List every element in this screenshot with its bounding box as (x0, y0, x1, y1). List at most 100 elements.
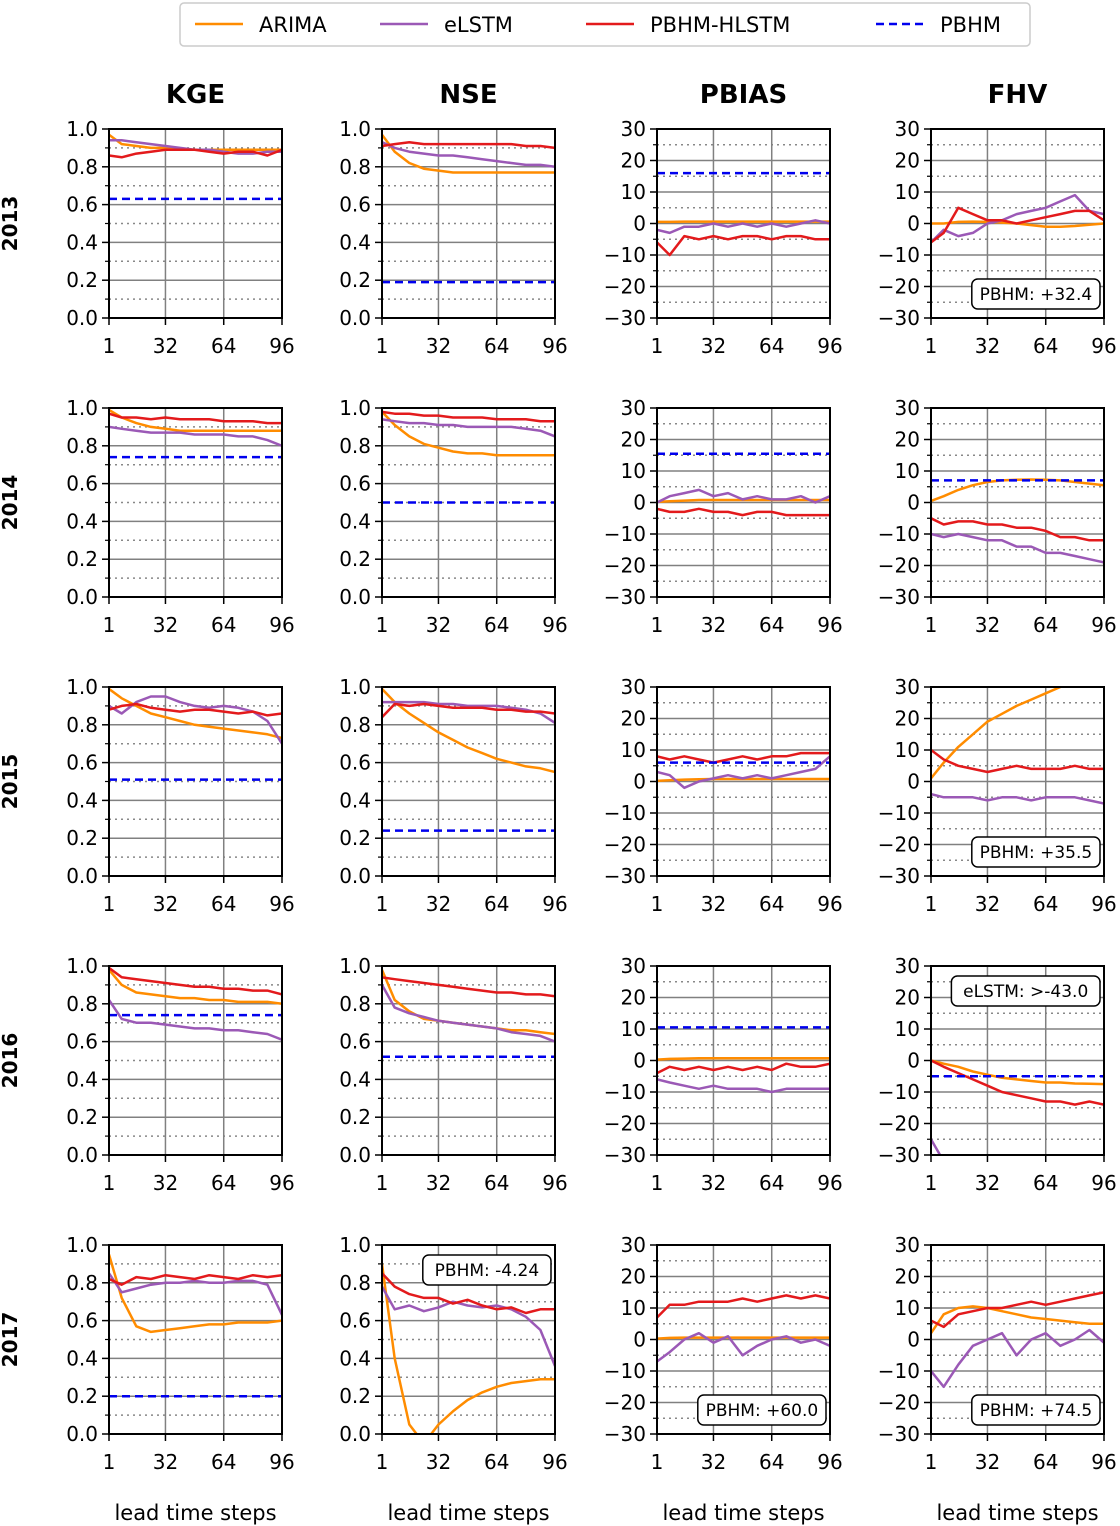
y-tick-label: 0.6 (339, 751, 371, 775)
x-tick-label: 1 (925, 1450, 938, 1474)
y-tick-label: −10 (878, 801, 920, 825)
x-tick-label: 64 (211, 613, 236, 637)
x-axis-label: lead time steps (662, 1501, 824, 1525)
x-tick-label: 32 (153, 892, 178, 916)
y-tick-label: 1.0 (66, 1233, 98, 1257)
x-axis-label: lead time steps (387, 1501, 549, 1525)
y-tick-label: −30 (604, 1143, 646, 1167)
y-tick-label: −10 (878, 1080, 920, 1104)
y-tick-label: 1.0 (66, 117, 98, 141)
x-tick-label: 1 (925, 613, 938, 637)
x-tick-label: 32 (426, 334, 451, 358)
row-label-2013: 2013 (0, 196, 22, 252)
y-tick-label: 10 (621, 738, 646, 762)
series-line-pbhm-hlstm (931, 1291, 1104, 1329)
x-tick-label: 96 (269, 1171, 294, 1195)
x-tick-label: 32 (426, 892, 451, 916)
series-line-pbhm-hlstm (382, 976, 555, 998)
y-tick-label: −20 (604, 1112, 646, 1136)
x-tick-label: 96 (542, 613, 567, 637)
x-tick-label: 64 (484, 892, 509, 916)
y-tick-label: 10 (621, 180, 646, 204)
y-tick-label: 0.4 (339, 509, 371, 533)
legend-label-pbhm-hlstm: PBHM-HLSTM (650, 13, 790, 37)
y-tick-label: 0.0 (339, 306, 371, 330)
x-tick-label: 1 (925, 892, 938, 916)
panel-kge-2015: 0.0 0.2 0.4 0.6 0.8 1.0 1 32 64 96 (66, 675, 295, 916)
series-line-pbhm-hlstm (382, 702, 555, 719)
y-tick-label: 0.8 (66, 713, 98, 737)
x-tick-label: 32 (426, 1450, 451, 1474)
series-group (109, 408, 282, 459)
x-tick-label: 64 (759, 613, 784, 637)
series-line-pbhm-hlstm (931, 748, 1104, 774)
y-tick-label: 20 (621, 1265, 646, 1289)
panel-kge-2014: 0.0 0.2 0.4 0.6 0.8 1.0 1 32 64 96 (66, 396, 295, 637)
series-line-pbhm-hlstm (931, 1059, 1104, 1106)
series-line-arima (382, 688, 555, 774)
series-line-pbhm-hlstm (657, 507, 830, 517)
series-group (931, 687, 1104, 805)
x-tick-label: 96 (1091, 1171, 1116, 1195)
y-tick-label: 30 (621, 675, 646, 699)
column-title-kge: KGE (166, 80, 225, 110)
y-tick-label: −20 (604, 833, 646, 857)
x-tick-label: 32 (153, 334, 178, 358)
annotation-box (422, 1254, 552, 1286)
series-line-arima (931, 687, 1064, 780)
annotation-box (971, 1394, 1101, 1426)
series-group (931, 193, 1104, 244)
y-tick-label: 0 (907, 1328, 920, 1352)
x-tick-label: 1 (376, 334, 389, 358)
y-tick-label: 10 (895, 1017, 920, 1041)
panel-nse-2016: 0.0 0.2 0.4 0.6 0.8 1.0 1 32 64 96 (339, 954, 568, 1195)
row-label-2017: 2017 (0, 1312, 22, 1368)
series-line-pbhm-hlstm (109, 702, 282, 717)
y-tick-label: −20 (604, 554, 646, 578)
x-tick-label: 96 (269, 892, 294, 916)
x-tick-label: 1 (376, 613, 389, 637)
series-group (657, 1294, 830, 1363)
y-tick-label: 0.4 (66, 230, 98, 254)
y-tick-label: 0.8 (339, 155, 371, 179)
series-line-pbhm-hlstm (382, 1272, 555, 1315)
series-group (657, 751, 830, 790)
y-tick-label: 0 (633, 1049, 646, 1073)
panel-pbias-2015: −30 −20 −10 0 10 20 30 1 32 64 96 (604, 675, 843, 916)
x-tick-label: 32 (975, 892, 1000, 916)
series-line-arima (109, 1254, 282, 1334)
series-group (931, 1059, 1104, 1155)
y-tick-label: 1.0 (66, 675, 98, 699)
series-line-arima (382, 1263, 555, 1434)
y-tick-label: 0.2 (66, 1105, 98, 1129)
y-tick-label: 20 (621, 149, 646, 173)
y-tick-label: −10 (604, 522, 646, 546)
annotation-text: PBHM: +74.5 (980, 1401, 1093, 1421)
y-tick-label: 0.6 (66, 1309, 98, 1333)
y-tick-label: −30 (604, 306, 646, 330)
series-line-arima (109, 408, 282, 432)
y-tick-label: 0.8 (66, 434, 98, 458)
panel-kge-2017: 0.0 0.2 0.4 0.6 0.8 1.0 1 32 64 96 lead time steps (66, 1233, 295, 1525)
series-line-arima (931, 478, 1104, 503)
y-tick-label: 30 (895, 954, 920, 978)
y-tick-label: 0.6 (339, 472, 371, 496)
x-tick-label: 1 (103, 334, 116, 358)
series-line-arima (109, 687, 282, 740)
y-tick-label: −20 (604, 1391, 646, 1415)
y-tick-label: 0.0 (66, 306, 98, 330)
y-tick-label: 0.8 (66, 1271, 98, 1295)
panel-grid: KGE NSE PBIAS FHV 2013 2014 2015 2016 2017 0.0 0.2… (0, 80, 1117, 1525)
series-line-arima (657, 1336, 830, 1340)
series-group (657, 452, 830, 517)
x-tick-label: 1 (651, 892, 664, 916)
series-line-arima (657, 1057, 830, 1061)
x-axis-label: lead time steps (936, 1501, 1098, 1525)
panel-fhv-2017: −30 −20 −10 0 10 20 30 1 32 64 96 lead time steps PB… (878, 1233, 1117, 1525)
y-tick-label: 20 (895, 707, 920, 731)
panel-pbias-2017: −30 −20 −10 0 10 20 30 1 32 64 96 lead time steps PB… (604, 1233, 843, 1525)
y-tick-label: 0 (633, 491, 646, 515)
x-tick-label: 1 (376, 1171, 389, 1195)
panel-fhv-2015: −30 −20 −10 0 10 20 30 1 32 64 96 PBHM: +35.5 (878, 675, 1117, 916)
